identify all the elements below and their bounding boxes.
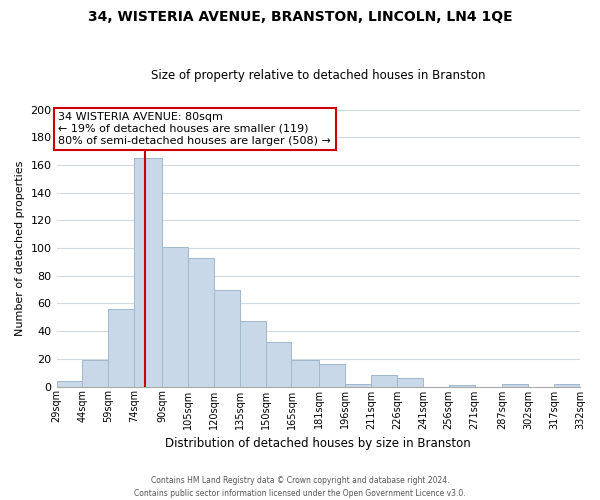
Bar [292, 360, 319, 386]
Bar [239, 322, 266, 386]
Text: 34, WISTERIA AVENUE, BRANSTON, LINCOLN, LN4 1QE: 34, WISTERIA AVENUE, BRANSTON, LINCOLN, … [88, 10, 512, 24]
Bar [554, 384, 580, 386]
X-axis label: Distribution of detached houses by size in Branston: Distribution of detached houses by size … [166, 437, 471, 450]
Title: Size of property relative to detached houses in Branston: Size of property relative to detached ho… [151, 69, 485, 82]
Bar [449, 385, 475, 386]
Bar [397, 378, 423, 386]
Text: Contains HM Land Registry data © Crown copyright and database right 2024.
Contai: Contains HM Land Registry data © Crown c… [134, 476, 466, 498]
Y-axis label: Number of detached properties: Number of detached properties [15, 160, 25, 336]
Bar [109, 309, 134, 386]
Bar [266, 342, 292, 386]
Bar [188, 258, 214, 386]
Bar [319, 364, 345, 386]
Bar [134, 158, 162, 386]
Bar [502, 384, 528, 386]
Bar [56, 381, 82, 386]
Bar [371, 376, 397, 386]
Bar [162, 246, 188, 386]
Bar [82, 360, 109, 386]
Bar [345, 384, 371, 386]
Bar [214, 290, 239, 386]
Text: 34 WISTERIA AVENUE: 80sqm
← 19% of detached houses are smaller (119)
80% of semi: 34 WISTERIA AVENUE: 80sqm ← 19% of detac… [58, 112, 331, 146]
